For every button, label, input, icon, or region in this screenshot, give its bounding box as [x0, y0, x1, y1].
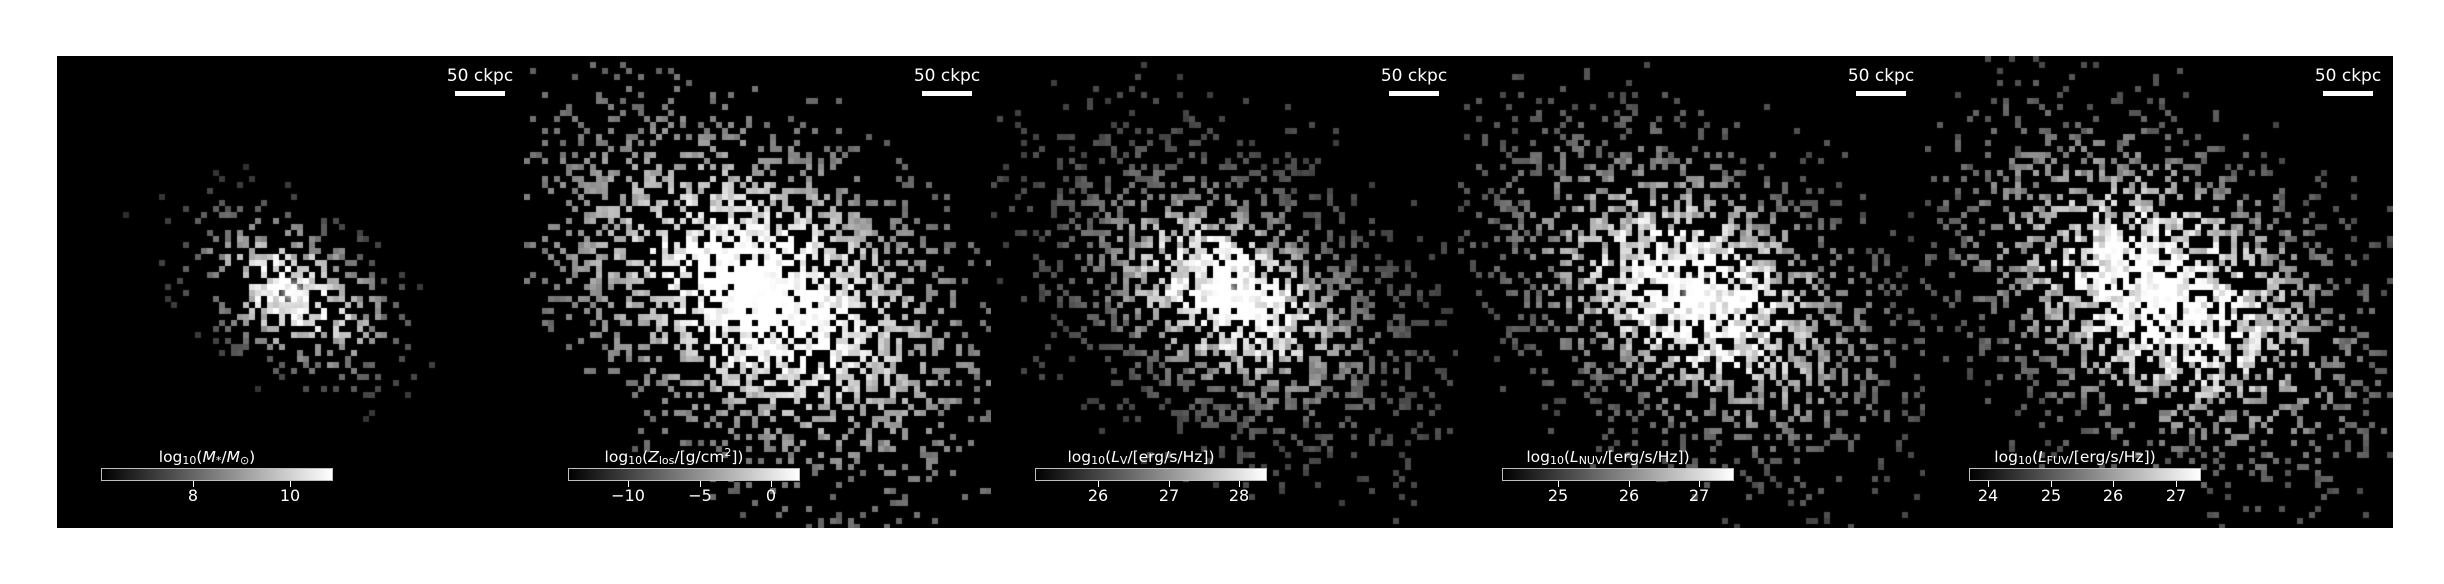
colorbar-tick-label: 8 — [168, 486, 218, 506]
colorbar — [1035, 468, 1267, 481]
panel-fuv-band: 50 ckpc log10(LFUV/[erg/s/Hz]) 24 25 26 27 — [1925, 56, 2393, 528]
colorbar-tick-label: 26 — [1604, 486, 1654, 506]
panel-v-band: 50 ckpc log10(LV/[erg/s/Hz]) 26 27 28 — [991, 56, 1459, 528]
colorbar-tick-label: 0 — [746, 486, 796, 506]
scale-bar-label: 50 ckpc — [1369, 66, 1459, 86]
scale-bar-label: 50 ckpc — [1836, 66, 1926, 86]
colorbar — [101, 468, 333, 481]
panel-metallicity: 50 ckpc log10(Zlos/[g/cm2]) −10 −5 0 — [524, 56, 992, 528]
colorbar-label: log10(LNUV/[erg/s/Hz]) — [1488, 447, 1728, 467]
colorbar — [1969, 468, 2201, 481]
colorbar-tick-label: −10 — [603, 486, 653, 506]
colorbar-tick-label: 25 — [1533, 486, 1583, 506]
panel-nuv-band: 50 ckpc log10(LNUV/[erg/s/Hz]) 25 26 27 — [1458, 56, 1926, 528]
colorbar-label: log10(M*/M⊙) — [87, 447, 327, 467]
colorbar-tick-label: 25 — [2026, 486, 2076, 506]
scale-bar — [2323, 91, 2373, 96]
colorbar-tick-label: 26 — [1073, 486, 1123, 506]
colorbar-tick-label: 27 — [2151, 486, 2201, 506]
colorbar-tick-label: 26 — [2088, 486, 2138, 506]
scale-bar — [455, 91, 505, 96]
colorbar-tick-label: 24 — [1963, 486, 2013, 506]
colorbar-tick-label: 27 — [1674, 486, 1724, 506]
colorbar-label: log10(LV/[erg/s/Hz]) — [1021, 447, 1261, 467]
scale-bar — [1389, 91, 1439, 96]
colorbar-label: log10(Zlos/[g/cm2]) — [554, 447, 794, 467]
colorbar-tick-label: 27 — [1144, 486, 1194, 506]
scale-bar-label: 50 ckpc — [435, 66, 525, 86]
panel-stellar-mass: 50 ckpc log10(M*/M⊙) 8 10 — [57, 56, 525, 528]
colorbar — [1502, 468, 1734, 481]
colorbar-label: log10(LFUV/[erg/s/Hz]) — [1955, 447, 2195, 467]
scale-bar — [1856, 91, 1906, 96]
scale-bar — [922, 91, 972, 96]
colorbar-tick-label: 28 — [1214, 486, 1264, 506]
colorbar-tick-label: 10 — [265, 486, 315, 506]
colorbar-tick-label: −5 — [675, 486, 725, 506]
scale-bar-label: 50 ckpc — [2303, 66, 2393, 86]
scale-bar-label: 50 ckpc — [902, 66, 992, 86]
colorbar — [568, 468, 800, 481]
